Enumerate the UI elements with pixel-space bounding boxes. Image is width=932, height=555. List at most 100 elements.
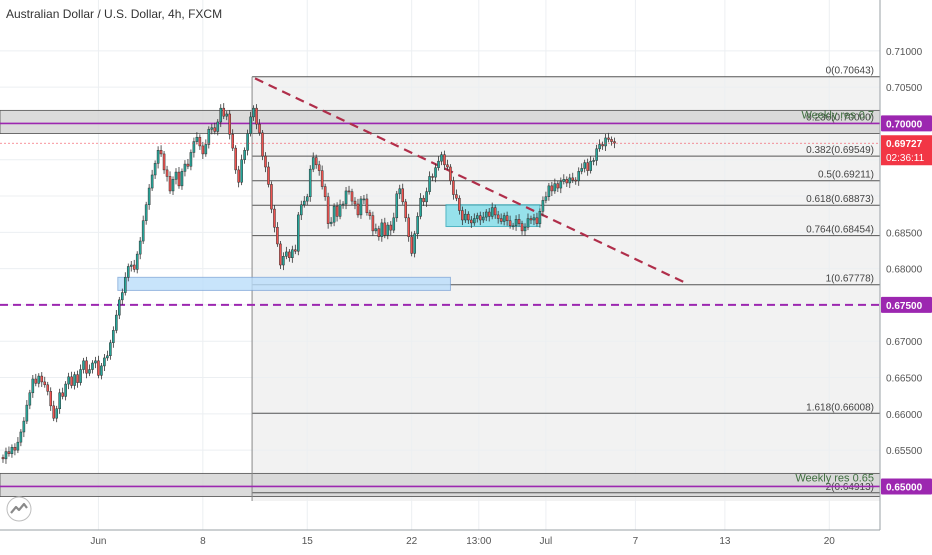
candle-body — [308, 168, 312, 198]
candle-body — [323, 186, 327, 198]
candle-body — [112, 330, 115, 343]
candle-body — [577, 171, 581, 182]
candle-body — [586, 162, 589, 171]
candle-body — [550, 185, 554, 192]
price-tag — [881, 478, 932, 495]
candle-body — [40, 375, 44, 383]
price-tick-label: 0.68500 — [886, 228, 923, 239]
candle-body — [7, 451, 11, 455]
candle-body — [282, 256, 285, 266]
candle-body — [464, 213, 467, 221]
time-tick-label: 8 — [200, 536, 206, 547]
candle-body — [326, 196, 330, 224]
candle-body — [559, 181, 563, 189]
candle-body — [508, 220, 512, 227]
candle-body — [28, 392, 32, 406]
candle-body — [455, 194, 458, 199]
candle-body — [520, 223, 524, 232]
candle-body — [314, 157, 318, 166]
candle-body — [22, 420, 26, 433]
candle-body — [10, 446, 14, 455]
time-tick-label: 13 — [719, 536, 731, 547]
candle-body — [118, 299, 121, 316]
candle-body — [73, 374, 76, 386]
candle-body — [168, 176, 172, 192]
candle-body — [288, 251, 291, 258]
candle-body — [359, 198, 363, 216]
candle-body — [213, 127, 217, 132]
price-tag — [881, 296, 932, 313]
candle-body — [437, 160, 440, 168]
candle-body — [383, 222, 387, 236]
candle-body — [428, 176, 431, 192]
candle-body — [4, 451, 8, 460]
candle-body — [103, 357, 106, 367]
price-tick-label: 0.71000 — [886, 47, 923, 58]
candle-body — [317, 164, 321, 171]
candle-body — [61, 392, 64, 397]
price-tick-label: 0.66000 — [886, 410, 923, 421]
candle-body — [261, 132, 264, 157]
candle-body — [297, 214, 300, 252]
fib-level-label: 0.5(0.69211) — [818, 170, 874, 181]
candle-body — [529, 218, 533, 221]
candle-body — [568, 177, 572, 184]
time-tick-label: 15 — [302, 536, 314, 547]
candle-body — [377, 228, 381, 237]
candle-body — [58, 392, 61, 410]
candle-body — [174, 171, 178, 180]
candle-body — [100, 365, 103, 376]
candle-body — [598, 144, 601, 150]
candle-body — [94, 360, 97, 364]
candle-body — [571, 177, 575, 181]
candle-body — [526, 218, 530, 228]
time-axis-bg — [0, 530, 932, 550]
candle-body — [52, 405, 55, 419]
candle-body — [264, 155, 267, 168]
candle-body — [37, 375, 41, 384]
candle-body — [252, 107, 255, 118]
time-tick-label: Jun — [90, 536, 106, 547]
fib-level-label: 1.618(0.66008) — [806, 402, 874, 413]
candle-body — [535, 217, 539, 224]
candle-body — [207, 128, 211, 145]
candle-body — [419, 197, 422, 217]
candle-body — [228, 113, 231, 135]
candle-body — [434, 167, 437, 178]
candle-body — [487, 211, 491, 217]
support-box — [117, 276, 451, 291]
candle-body — [475, 215, 479, 219]
candle-body — [126, 266, 130, 278]
candle-body — [499, 218, 503, 222]
fib-level-label: 2(0.64913) — [826, 482, 874, 493]
candle-body — [132, 264, 136, 270]
fib-level-label: 0(0.70643) — [826, 66, 874, 77]
candle-body — [186, 163, 190, 167]
candle-body — [16, 441, 20, 451]
candle-body — [135, 253, 139, 270]
candle-body — [604, 137, 607, 147]
candle-body — [443, 154, 446, 166]
horizontal-level-label: Weekly res 0.65 — [795, 472, 874, 484]
candle-body — [302, 200, 306, 205]
candle-body — [553, 183, 557, 192]
candle-body — [31, 378, 35, 394]
candle-body — [404, 201, 407, 219]
candle-body — [234, 147, 237, 171]
candle-body — [353, 200, 357, 205]
candle-body — [574, 179, 578, 182]
time-tick-label: 22 — [406, 536, 418, 547]
candle-body — [177, 171, 181, 187]
candle-body — [237, 169, 240, 183]
candle-body — [311, 157, 315, 170]
candle-body — [505, 215, 509, 221]
price-tick-label: 0.68000 — [886, 265, 923, 276]
price-axis-bg — [880, 0, 932, 550]
candle-body — [85, 360, 88, 374]
candle-body — [607, 137, 610, 140]
fib-level-label: 0.382(0.69549) — [806, 145, 874, 156]
tradingview-logo-icon[interactable] — [6, 496, 32, 522]
candle-body — [231, 134, 234, 149]
